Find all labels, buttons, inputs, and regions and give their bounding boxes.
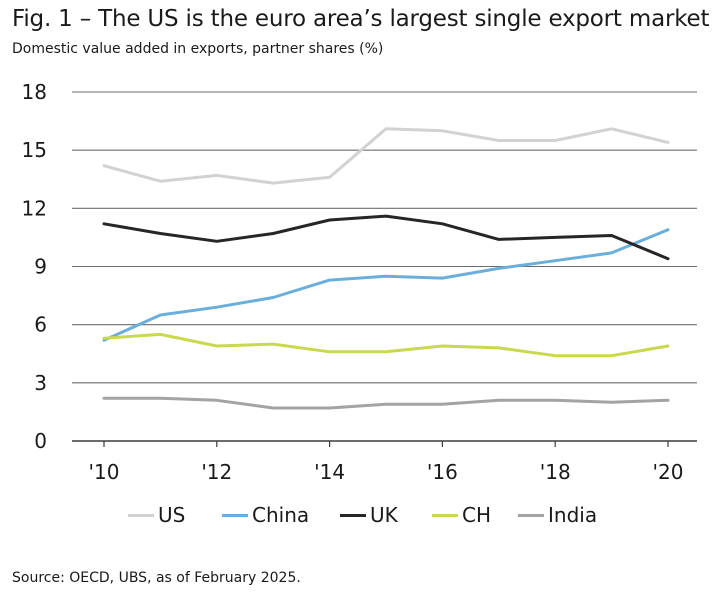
legend-swatch <box>340 513 366 517</box>
source-note: Source: OECD, UBS, as of February 2025. <box>12 570 301 586</box>
chart-title: Fig. 1 – The US is the euro area’s large… <box>12 6 710 32</box>
x-tick-label: '18 <box>540 460 571 484</box>
y-tick-label: 12 <box>22 196 47 220</box>
y-tick-label: 0 <box>34 429 47 453</box>
legend-item-china: China <box>222 500 309 530</box>
legend-item-india: India <box>518 500 597 530</box>
chart-subtitle: Domestic value added in exports, partner… <box>12 41 384 57</box>
legend-label: UK <box>370 503 398 527</box>
series-line-ch <box>102 332 670 358</box>
legend-item-uk: UK <box>340 500 398 530</box>
legend-label: China <box>252 503 310 527</box>
legend-swatch <box>432 513 458 517</box>
x-tick-label: '12 <box>201 460 232 484</box>
y-tick-label: 3 <box>34 371 47 395</box>
x-tick-label: '14 <box>314 460 345 484</box>
legend-label: India <box>548 503 598 527</box>
legend-label: US <box>158 503 186 527</box>
legend-label: CH <box>462 503 492 527</box>
legend-item-ch: CH <box>432 500 491 530</box>
y-tick-label: 18 <box>22 80 47 104</box>
chart-legend: US China UK CH India <box>0 500 724 530</box>
y-tick-label: 6 <box>34 313 47 337</box>
legend-swatch <box>128 513 154 517</box>
series-line-uk <box>102 214 670 261</box>
legend-swatch <box>518 513 544 517</box>
legend-swatch <box>222 513 248 517</box>
x-tick-label: '10 <box>89 460 120 484</box>
series-line-china <box>102 228 670 342</box>
series-line-india <box>102 396 670 410</box>
line-chart: 0 3 6 9 12 15 18 '10 '12 '14 '16 '18 '20 <box>22 80 697 484</box>
legend-item-us: US <box>128 500 185 530</box>
series-line-us <box>102 127 670 185</box>
x-tick-label: '20 <box>653 460 684 484</box>
x-tick-label: '16 <box>427 460 458 484</box>
y-tick-label: 15 <box>22 138 47 162</box>
y-tick-label: 9 <box>34 255 47 279</box>
